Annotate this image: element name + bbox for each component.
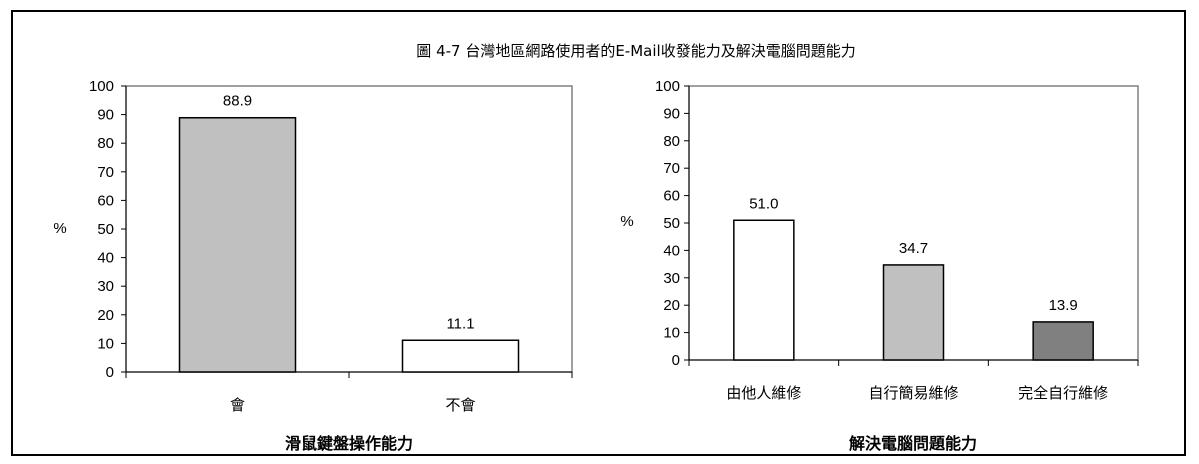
y-tick-label: 10 bbox=[97, 335, 114, 352]
category-label: 會 bbox=[230, 396, 245, 414]
y-tick-label: 50 bbox=[663, 215, 680, 232]
y-tick-label: 40 bbox=[663, 242, 680, 259]
y-tick-label: 20 bbox=[663, 297, 680, 314]
y-tick-label: 90 bbox=[97, 107, 114, 124]
y-tick-label: 0 bbox=[106, 364, 114, 381]
bar bbox=[882, 264, 945, 361]
data-label: 88.9 bbox=[223, 93, 252, 110]
y-tick-label: 10 bbox=[663, 325, 680, 342]
figure-frame bbox=[11, 10, 1186, 456]
y-tick-label: 0 bbox=[672, 352, 680, 369]
category-label: 自行簡易維修 bbox=[868, 384, 958, 402]
bar bbox=[178, 116, 297, 373]
y-tick-label: 30 bbox=[663, 270, 680, 287]
data-label: 13.9 bbox=[1049, 297, 1078, 314]
y-tick-label: 100 bbox=[655, 78, 680, 95]
y-tick-label: 80 bbox=[663, 133, 680, 150]
computer-problem-chart: 0 10 20 30 40 50 60 70 80 90 100% 51.0 由他人維修 34.7 自行簡易… bbox=[620, 78, 1139, 453]
x-axis-label: 滑鼠鍵盤操作能力 bbox=[285, 434, 413, 453]
bar bbox=[733, 219, 795, 361]
bar bbox=[1032, 321, 1094, 361]
y-tick-label: 20 bbox=[97, 307, 114, 324]
bar bbox=[401, 339, 520, 373]
data-label: 11.1 bbox=[446, 315, 474, 332]
y-tick-label: 70 bbox=[663, 160, 680, 177]
mouse-keyboard-chart: 0 10 20 30 40 50 60 70 80 90 100% 88.9 會 11.1 不會滑鼠鍵盤操作… bbox=[53, 78, 573, 453]
y-tick-label: 30 bbox=[97, 278, 114, 295]
figure-title: 圖 4-7 台灣地區網路使用者的E-Mail收發能力及解決電腦問題能力 bbox=[416, 42, 855, 60]
y-axis-label: % bbox=[620, 213, 633, 230]
y-tick-label: 50 bbox=[97, 221, 114, 238]
data-label: 51.0 bbox=[749, 195, 778, 212]
data-label: 34.7 bbox=[899, 240, 928, 257]
category-label: 由他人維修 bbox=[726, 384, 801, 402]
x-axis-label: 解決電腦問題能力 bbox=[849, 434, 977, 453]
y-tick-label: 90 bbox=[663, 105, 680, 122]
y-tick-label: 60 bbox=[663, 188, 680, 205]
y-tick-label: 40 bbox=[97, 250, 114, 267]
y-tick-label: 80 bbox=[97, 135, 114, 152]
category-label: 完全自行維修 bbox=[1018, 384, 1108, 402]
y-tick-label: 100 bbox=[89, 78, 114, 95]
y-axis-label: % bbox=[53, 220, 66, 237]
category-label: 不會 bbox=[445, 396, 475, 414]
y-tick-label: 70 bbox=[97, 164, 114, 181]
y-tick-label: 60 bbox=[97, 192, 114, 209]
